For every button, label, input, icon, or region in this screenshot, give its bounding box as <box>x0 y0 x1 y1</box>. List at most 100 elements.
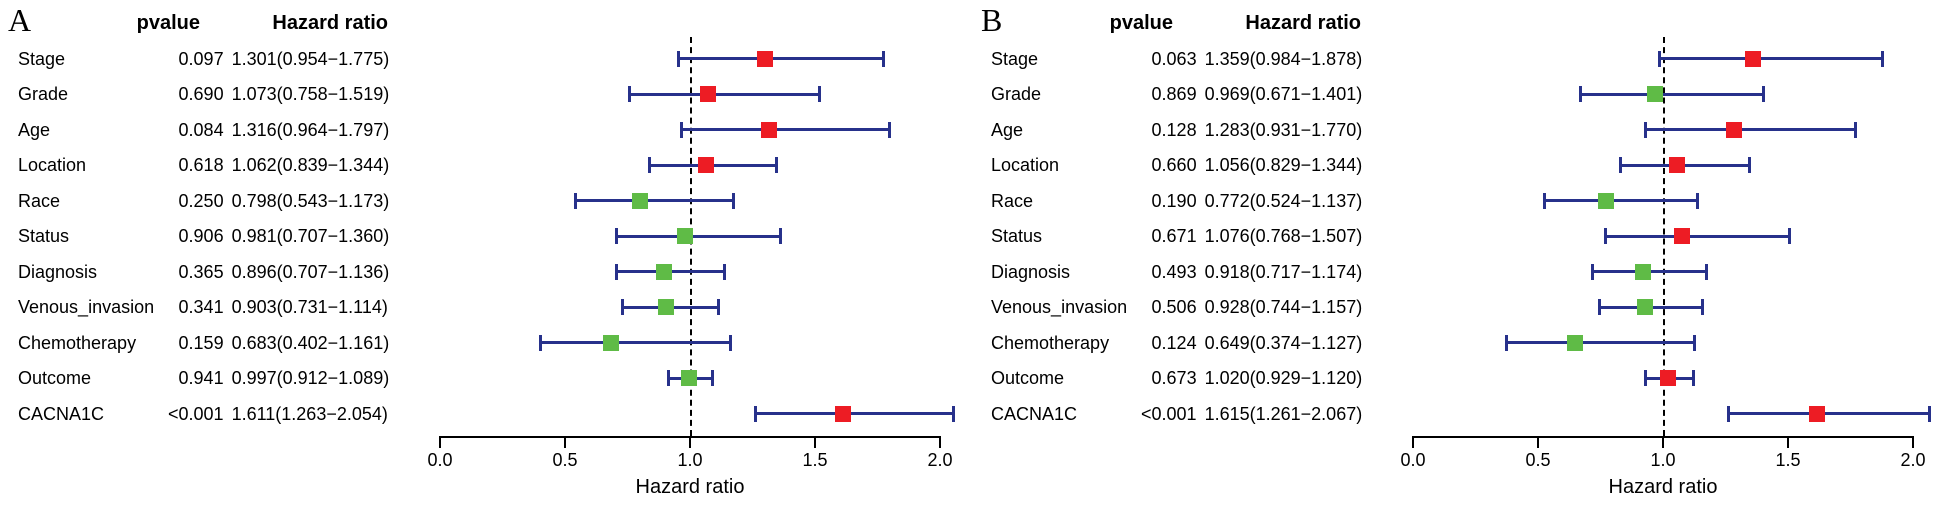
table-row: Location0.6601.056(0.829−1.344) <box>991 148 1371 184</box>
ci-cap <box>648 157 651 173</box>
hr-cell: 1.020(0.929−1.120) <box>1205 368 1371 389</box>
ci-cap <box>1658 51 1661 67</box>
x-tick <box>1537 436 1539 448</box>
x-tick-label: 1.0 <box>677 450 702 471</box>
x-tick <box>1787 436 1789 448</box>
hr-cell: 0.683(0.402−1.161) <box>232 333 398 354</box>
panel-b-table: pvalue Hazard ratio Stage0.0631.359(0.98… <box>991 6 1371 432</box>
ci-cap <box>1788 228 1791 244</box>
ci-cap <box>1705 264 1708 280</box>
ci-cap <box>1693 335 1696 351</box>
hr-marker <box>757 51 773 67</box>
ci-cap <box>1727 406 1730 422</box>
x-tick-label: 0.5 <box>552 450 577 471</box>
hr-marker <box>1637 299 1653 315</box>
variable-name: Age <box>991 120 1128 141</box>
x-tick <box>1912 436 1914 448</box>
ci-cap <box>667 370 670 386</box>
panel-a-forest: 0.00.51.01.52.0Hazard ratio <box>440 41 940 436</box>
hr-marker <box>1635 264 1651 280</box>
x-tick-label: 0.5 <box>1525 450 1550 471</box>
table-row: Race0.2500.798(0.543−1.173) <box>18 184 398 220</box>
hr-marker <box>761 122 777 138</box>
hr-marker <box>658 299 674 315</box>
ci-cap <box>1854 122 1857 138</box>
ci-line <box>1605 235 1790 238</box>
hr-cell: 1.359(0.984−1.878) <box>1205 49 1371 70</box>
hr-cell: 0.918(0.717−1.174) <box>1205 262 1371 283</box>
pvalue-cell: <0.001 <box>155 404 232 425</box>
pvalue-cell: 0.341 <box>155 297 232 318</box>
hr-cell: 0.903(0.731−1.114) <box>232 297 398 318</box>
table-row: Diagnosis0.3650.896(0.707−1.136) <box>18 255 398 291</box>
ci-cap <box>729 335 732 351</box>
pvalue-cell: 0.493 <box>1128 262 1205 283</box>
hr-marker <box>1809 406 1825 422</box>
header-hr: Hazard ratio <box>211 12 398 35</box>
ci-line <box>1659 57 1883 60</box>
ci-cap <box>1644 122 1647 138</box>
pvalue-cell: 0.869 <box>1128 84 1205 105</box>
hr-cell: 1.316(0.964−1.797) <box>232 120 398 141</box>
hr-cell: 0.981(0.707−1.360) <box>232 226 398 247</box>
x-tick-label: 0.0 <box>427 450 452 471</box>
table-row: Outcome0.9410.997(0.912−1.089) <box>18 361 398 397</box>
pvalue-cell: 0.506 <box>1128 297 1205 318</box>
table-row: Location0.6181.062(0.839−1.344) <box>18 148 398 184</box>
hr-marker <box>1567 335 1583 351</box>
hr-marker <box>1669 157 1685 173</box>
variable-name: Grade <box>991 84 1128 105</box>
table-row: Grade0.8690.969(0.671−1.401) <box>991 77 1371 113</box>
x-axis-label: Hazard ratio <box>636 476 745 499</box>
ci-cap <box>1644 370 1647 386</box>
ci-line <box>756 412 954 415</box>
hr-cell: 0.896(0.707−1.136) <box>232 262 398 283</box>
variable-name: Stage <box>991 49 1128 70</box>
ci-line <box>576 199 734 202</box>
x-axis-label: Hazard ratio <box>1609 476 1718 499</box>
ci-line <box>1507 341 1695 344</box>
table-row: Race0.1900.772(0.524−1.137) <box>991 184 1371 220</box>
table-row: Age0.1281.283(0.931−1.770) <box>991 113 1371 149</box>
pvalue-cell: 0.128 <box>1128 120 1205 141</box>
ci-cap <box>1604 228 1607 244</box>
ci-cap <box>615 228 618 244</box>
hr-cell: 1.076(0.768−1.507) <box>1205 226 1371 247</box>
x-tick <box>1412 436 1414 448</box>
hr-cell: 0.969(0.671−1.401) <box>1205 84 1371 105</box>
ci-cap <box>1748 157 1751 173</box>
ci-line <box>1544 199 1697 202</box>
pvalue-cell: 0.084 <box>155 120 232 141</box>
pvalue-cell: 0.673 <box>1128 368 1205 389</box>
pvalue-cell: 0.250 <box>155 191 232 212</box>
hr-marker <box>1674 228 1690 244</box>
table-row: Status0.9060.981(0.707−1.360) <box>18 219 398 255</box>
ci-cap <box>818 86 821 102</box>
hr-marker <box>1726 122 1742 138</box>
hr-marker <box>603 335 619 351</box>
hr-marker <box>1660 370 1676 386</box>
ci-cap <box>1598 299 1601 315</box>
panel-b: B pvalue Hazard ratio Stage0.0631.359(0.… <box>973 0 1946 514</box>
x-tick <box>939 436 941 448</box>
ci-cap <box>539 335 542 351</box>
variable-name: Chemotherapy <box>18 333 155 354</box>
table-row: Venous_invasion0.3410.903(0.731−1.114) <box>18 290 398 326</box>
hr-cell: 1.615(1.261−2.067) <box>1205 404 1371 425</box>
hr-cell: 1.073(0.758−1.519) <box>232 84 398 105</box>
ci-cap <box>1762 86 1765 102</box>
table-row: Diagnosis0.4930.918(0.717−1.174) <box>991 255 1371 291</box>
ci-line <box>681 128 889 131</box>
ci-cap <box>1881 51 1884 67</box>
pvalue-cell: 0.365 <box>155 262 232 283</box>
x-tick <box>564 436 566 448</box>
ci-cap <box>1619 157 1622 173</box>
pvalue-cell: 0.618 <box>155 155 232 176</box>
panel-b-forest: 0.00.51.01.52.0Hazard ratio <box>1413 41 1913 436</box>
table-row: Stage0.0631.359(0.984−1.878) <box>991 42 1371 78</box>
variable-name: Race <box>18 191 155 212</box>
hr-marker <box>677 228 693 244</box>
pvalue-cell: 0.941 <box>155 368 232 389</box>
ci-cap <box>680 122 683 138</box>
x-tick-label: 1.0 <box>1650 450 1675 471</box>
